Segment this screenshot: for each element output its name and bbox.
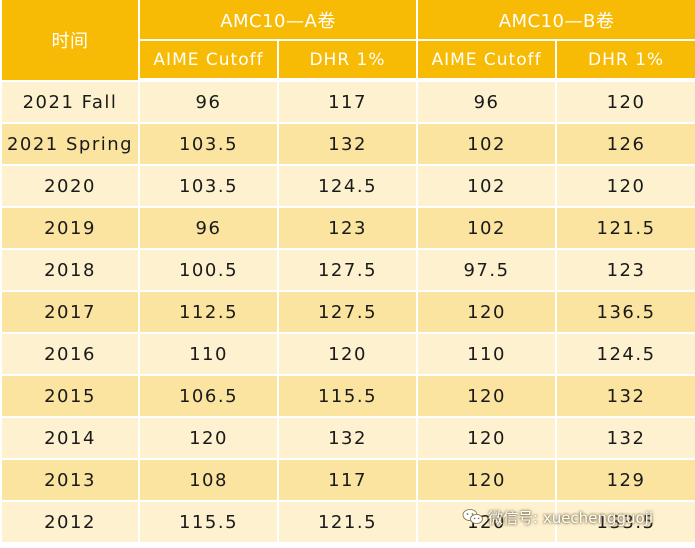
table-row: 2020 103.5 124.5 102 120	[2, 166, 695, 208]
cell-a-dhr: 124.5	[279, 166, 419, 208]
cell-year: 2016	[2, 334, 140, 376]
cell-b-dhr: 124.5	[557, 334, 695, 376]
cell-a-dhr: 127.5	[279, 250, 419, 292]
header-time: 时间	[2, 0, 140, 82]
cell-year: 2021 Fall	[2, 82, 140, 124]
cell-a-dhr: 127.5	[279, 292, 419, 334]
cell-a-aime: 120	[140, 418, 279, 460]
cell-b-aime: 96	[418, 82, 558, 124]
cell-a-aime: 100.5	[140, 250, 279, 292]
cell-b-aime: 102	[418, 208, 558, 250]
table-row: 2015 106.5 115.5 120 132	[2, 376, 695, 418]
cell-a-dhr: 123	[279, 208, 419, 250]
cell-b-dhr: 129	[557, 460, 695, 502]
table-row: 2013 108 117 120 129	[2, 460, 695, 502]
table-row: 2016 110 120 110 124.5	[2, 334, 695, 376]
cell-a-dhr: 121.5	[279, 502, 419, 544]
cell-b-aime: 120	[418, 376, 558, 418]
table-row: 2017 112.5 127.5 120 136.5	[2, 292, 695, 334]
cell-a-dhr: 115.5	[279, 376, 419, 418]
cell-b-dhr: 132	[557, 418, 695, 460]
cell-a-aime: 115.5	[140, 502, 279, 544]
cell-b-aime: 120	[418, 292, 558, 334]
cell-b-aime: 120	[418, 460, 558, 502]
cell-a-aime: 103.5	[140, 124, 279, 166]
cell-year: 2019	[2, 208, 140, 250]
header-b-aime-cutoff: AIME Cutoff	[418, 41, 558, 82]
cell-a-aime: 112.5	[140, 292, 279, 334]
header-a-aime-cutoff: AIME Cutoff	[140, 41, 279, 82]
cell-a-dhr: 132	[279, 124, 419, 166]
wechat-watermark: 微信号: xuechengguoji	[462, 506, 653, 528]
cell-a-dhr: 117	[279, 460, 419, 502]
header-amc10-a: AMC10—A卷	[140, 0, 419, 41]
cell-b-dhr: 120	[557, 166, 695, 208]
header-a-dhr: DHR 1%	[279, 41, 419, 82]
cell-a-aime: 110	[140, 334, 279, 376]
cell-a-aime: 108	[140, 460, 279, 502]
cell-year: 2014	[2, 418, 140, 460]
cell-b-aime: 102	[418, 124, 558, 166]
cell-year: 2013	[2, 460, 140, 502]
cell-year: 2015	[2, 376, 140, 418]
wechat-icon	[462, 509, 483, 524]
cell-b-aime: 102	[418, 166, 558, 208]
cell-a-aime: 103.5	[140, 166, 279, 208]
cell-a-aime: 96	[140, 82, 279, 124]
cell-b-dhr: 132	[557, 376, 695, 418]
cell-year: 2018	[2, 250, 140, 292]
header-b-dhr: DHR 1%	[557, 41, 695, 82]
watermark-text: 微信号: xuechengguoji	[488, 508, 653, 527]
header-amc10-b: AMC10—B卷	[418, 0, 695, 41]
cell-year: 2020	[2, 166, 140, 208]
cell-b-dhr: 120	[557, 82, 695, 124]
cell-a-dhr: 117	[279, 82, 419, 124]
cell-b-aime: 110	[418, 334, 558, 376]
cell-b-aime: 97.5	[418, 250, 558, 292]
table-row: 2021 Fall 96 117 96 120	[2, 82, 695, 124]
cell-b-dhr: 136.5	[557, 292, 695, 334]
cell-b-dhr: 121.5	[557, 208, 695, 250]
cell-b-dhr: 123	[557, 250, 695, 292]
cell-b-dhr: 126	[557, 124, 695, 166]
cell-year: 2017	[2, 292, 140, 334]
cell-a-dhr: 120	[279, 334, 419, 376]
cell-a-aime: 106.5	[140, 376, 279, 418]
cell-year: 2021 Spring	[2, 124, 140, 166]
cell-b-aime: 120	[418, 418, 558, 460]
table-row: 2021 Spring 103.5 132 102 126	[2, 124, 695, 166]
cell-a-aime: 96	[140, 208, 279, 250]
cell-a-dhr: 132	[279, 418, 419, 460]
cell-b-dhr: 133.5	[557, 502, 695, 544]
table-row: 2012 115.5 121.5 120 133.5	[2, 502, 695, 544]
cell-year: 2012	[2, 502, 140, 544]
table-row: 2019 96 123 102 121.5	[2, 208, 695, 250]
table-row: 2018 100.5 127.5 97.5 123	[2, 250, 695, 292]
table-row: 2014 120 132 120 132	[2, 418, 695, 460]
